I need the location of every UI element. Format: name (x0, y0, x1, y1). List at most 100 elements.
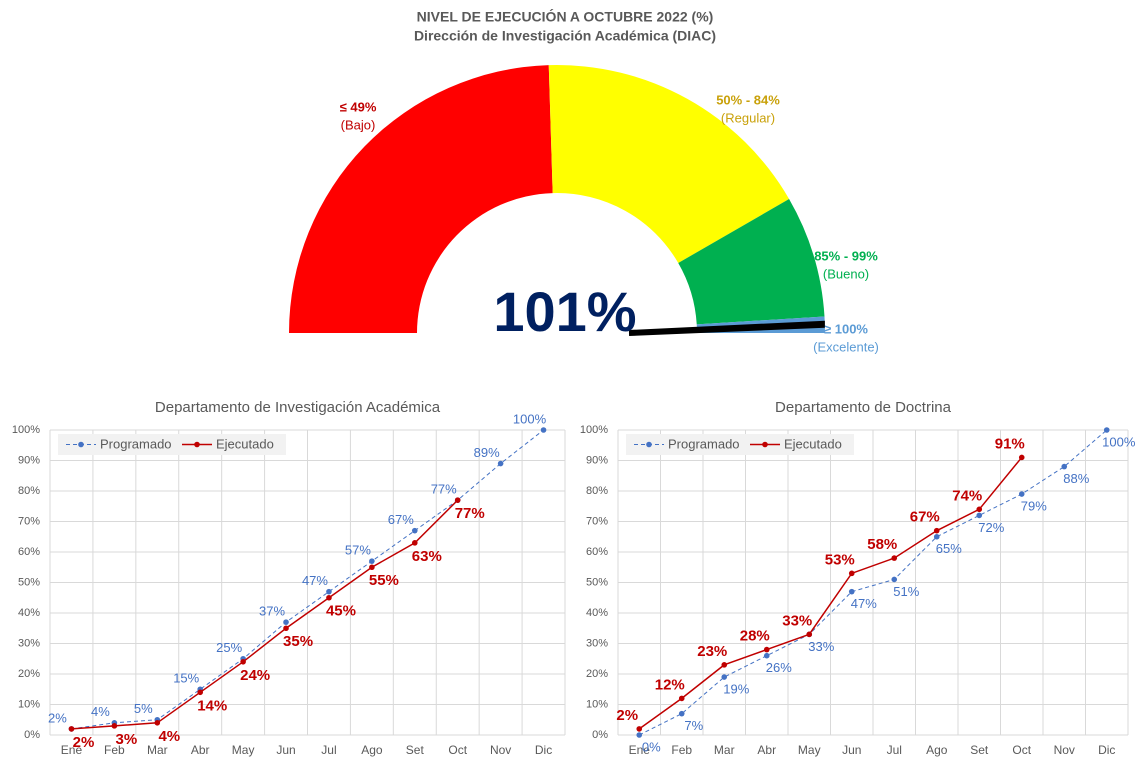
chart-title: Departamento de Investigación Académica (155, 399, 441, 416)
gauge-title: NIVEL DE EJECUCIÓN A OCTUBRE 2022 (%) (417, 8, 714, 25)
legend-marker (194, 441, 200, 448)
y-tick-label: 20% (586, 668, 608, 680)
x-tick-label: Oct (1012, 743, 1031, 757)
ejecutado-label: 2% (73, 734, 95, 751)
series-marker (933, 527, 940, 534)
x-tick-label: Feb (104, 743, 125, 757)
series-marker (411, 527, 418, 534)
series-marker (678, 710, 685, 717)
programado-label: 5% (134, 701, 153, 716)
ejecutado-label: 63% (412, 548, 442, 565)
series-marker (283, 625, 289, 632)
programado-label: 7% (684, 718, 703, 733)
x-tick-label: Ago (361, 743, 383, 757)
gauge-band (678, 199, 825, 325)
x-tick-label: Ago (926, 743, 948, 757)
series-marker (976, 512, 983, 519)
series-marker (721, 674, 728, 680)
programado-label: 100% (513, 411, 547, 426)
programado-label: 4% (91, 704, 110, 719)
x-tick-label: Feb (671, 743, 692, 757)
legend-marker (646, 441, 652, 448)
y-tick-label: 70% (586, 515, 608, 527)
legend-label: Ejecutado (216, 436, 274, 451)
ejecutado-label: 55% (369, 572, 399, 589)
y-tick-label: 50% (586, 576, 608, 588)
ejecutado-label: 67% (910, 509, 940, 526)
series-marker (454, 497, 461, 503)
ejecutado-label: 12% (655, 676, 685, 693)
series-marker (1103, 427, 1110, 433)
x-tick-label: Oct (448, 743, 467, 757)
y-tick-label: 100% (580, 424, 608, 436)
series-marker (197, 689, 204, 696)
programado-label: 15% (173, 671, 199, 686)
ejecutado-label: 24% (240, 667, 270, 684)
x-tick-label: Ene (629, 743, 651, 757)
ejecutado-label: 45% (326, 603, 356, 620)
x-tick-label: Mar (714, 743, 735, 757)
ejecutado-label: 77% (455, 505, 485, 522)
gauge-band (548, 65, 790, 263)
series-marker (540, 427, 547, 433)
x-tick-label: Set (970, 743, 989, 757)
series-marker (497, 460, 504, 467)
band-label: 85% - 99% (814, 248, 878, 263)
y-tick-label: 90% (18, 454, 40, 466)
x-tick-label: Mar (147, 743, 168, 757)
legend-label: Programado (668, 436, 740, 451)
y-tick-label: 30% (18, 637, 40, 649)
legend-box (58, 434, 286, 455)
x-tick-label: Abr (191, 743, 210, 757)
y-tick-label: 40% (18, 607, 40, 619)
legend-box (626, 434, 854, 455)
x-tick-label: May (798, 743, 821, 757)
series-marker (636, 726, 643, 732)
chart-title: Departamento de Doctrina (775, 399, 952, 416)
ejecutado-label: 33% (782, 612, 812, 629)
gauge-value: 101% (493, 280, 636, 343)
programado-label: 51% (893, 584, 919, 599)
programado-label: 0% (642, 739, 661, 754)
series-marker (1018, 491, 1025, 497)
programado-label: 100% (1102, 434, 1136, 449)
x-tick-label: Set (406, 743, 425, 757)
x-tick-label: Abr (757, 743, 776, 757)
series-marker (933, 533, 940, 540)
series-marker (1018, 454, 1025, 461)
band-sublabel: (Bueno) (823, 266, 869, 281)
gauge-band (289, 65, 553, 333)
ejecutado-label: 23% (697, 643, 727, 660)
programado-label: 89% (474, 445, 500, 460)
programado-label: 2% (48, 710, 67, 725)
programado-label: 47% (851, 596, 877, 611)
y-tick-label: 20% (18, 668, 40, 680)
band-sublabel: (Excelente) (813, 339, 879, 354)
series-marker (240, 659, 246, 665)
ejecutado-label: 28% (740, 628, 770, 645)
x-tick-label: Jul (887, 743, 902, 757)
band-label: ≥ 100% (824, 321, 868, 336)
y-tick-label: 80% (586, 485, 608, 497)
gauge-subtitle: Dirección de Investigación Académica (DI… (414, 28, 716, 44)
programado-label: 57% (345, 543, 371, 558)
legend-label: Ejecutado (784, 436, 842, 451)
series-marker (636, 732, 643, 738)
x-tick-label: Dic (1098, 743, 1115, 757)
y-tick-label: 50% (18, 576, 40, 588)
ejecutado-label: 2% (616, 707, 638, 724)
series-marker (891, 555, 898, 561)
series-marker (678, 695, 685, 702)
programado-label: 67% (388, 512, 414, 527)
x-tick-label: Nov (490, 743, 511, 757)
series-line (639, 429, 1108, 736)
programado-label: 65% (936, 541, 962, 556)
programado-label: 37% (259, 604, 285, 619)
y-tick-label: 60% (18, 546, 40, 558)
x-tick-label: Jun (842, 743, 861, 757)
series-marker (111, 723, 118, 729)
ejecutado-label: 53% (825, 551, 855, 568)
ejecutado-label: 58% (867, 536, 897, 553)
series-marker (369, 564, 375, 571)
